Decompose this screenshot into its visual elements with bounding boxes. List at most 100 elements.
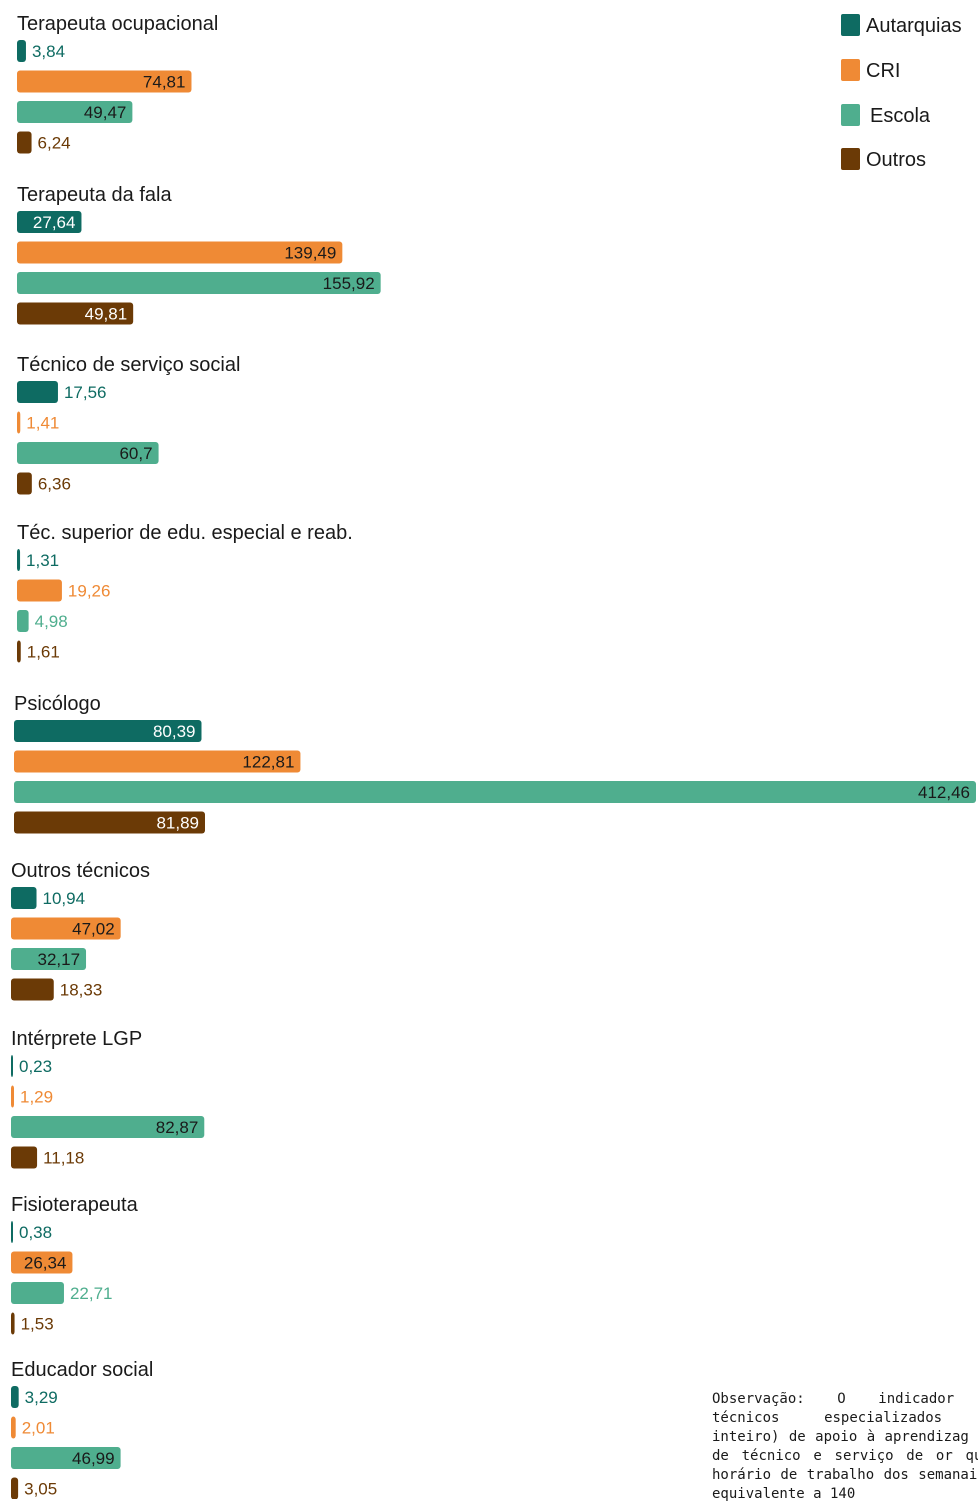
bar <box>17 442 159 464</box>
group-label: Terapeuta ocupacional <box>17 13 218 35</box>
bar-group: Intérprete LGP 0,23 1,29 82,87 11,18 <box>11 1028 205 1169</box>
legend-swatch <box>841 104 860 126</box>
data-label: 46,99 <box>72 1449 115 1468</box>
data-label: 412,46 <box>918 783 970 802</box>
data-label: 1,41 <box>26 414 59 433</box>
bar <box>11 1055 13 1077</box>
data-label: 82,87 <box>156 1118 199 1137</box>
data-label: 74,81 <box>143 73 186 92</box>
bar-groups: Terapeuta ocupacional3,8474,8149,476,24T… <box>11 13 976 1499</box>
data-label: 3,05 <box>24 1480 57 1499</box>
group-label: Intérprete LGP <box>11 1028 142 1050</box>
legend-label: Escola <box>870 105 931 127</box>
data-label: 22,71 <box>70 1284 113 1303</box>
data-label: 60,7 <box>119 444 152 463</box>
legend-label: Autarquias <box>866 15 962 37</box>
bar <box>17 70 192 93</box>
bar-group: Psicólogo 80,39 122,81 412,46 81,89 <box>14 693 976 834</box>
data-label: 26,34 <box>24 1254 67 1273</box>
bar <box>11 1386 19 1408</box>
data-label: 2,01 <box>22 1419 55 1438</box>
bar <box>11 1116 205 1138</box>
bar <box>11 1085 15 1108</box>
legend-label: CRI <box>866 60 900 82</box>
bar <box>11 1312 15 1335</box>
group-label: Téc. superior de edu. especial e reab. <box>17 522 353 544</box>
bar <box>17 131 32 154</box>
bar <box>17 272 381 294</box>
data-label: 27,64 <box>33 213 76 232</box>
bar <box>11 1282 64 1304</box>
bar <box>11 1447 121 1469</box>
bar <box>11 978 54 1001</box>
data-label: 1,53 <box>21 1315 54 1334</box>
bar <box>17 381 58 403</box>
bar <box>17 40 26 62</box>
bar <box>11 917 121 940</box>
data-label: 6,36 <box>38 475 71 494</box>
bar <box>11 1477 19 1499</box>
legend-label: Outros <box>866 149 926 171</box>
data-label: 19,26 <box>68 582 111 601</box>
group-label: Educador social <box>11 1359 153 1381</box>
group-label: Fisioterapeuta <box>11 1194 139 1216</box>
group-label: Psicólogo <box>14 693 101 715</box>
data-label: 11,18 <box>43 1149 84 1168</box>
group-label: Técnico de serviço social <box>17 354 240 376</box>
bar <box>11 1221 13 1243</box>
group-label: Outros técnicos <box>11 860 150 882</box>
legend-swatch <box>841 59 860 81</box>
group-label: Terapeuta da fala <box>17 184 172 206</box>
bar <box>14 750 301 773</box>
bar-group: Terapeuta ocupacional 3,84 74,81 49,47 6,24 <box>17 13 218 154</box>
bar <box>11 948 87 970</box>
bar <box>11 887 37 909</box>
data-label: 49,81 <box>85 305 128 324</box>
data-label: 4,98 <box>35 612 68 631</box>
bar <box>17 549 21 571</box>
bar <box>17 211 82 233</box>
bar <box>17 411 21 434</box>
data-label: 49,47 <box>84 103 127 122</box>
bar <box>17 610 29 632</box>
observation-note: Observação: O indicador rep técnicos esp… <box>712 1391 978 1502</box>
bar <box>17 241 343 264</box>
bar <box>14 811 205 834</box>
bar <box>11 1251 73 1274</box>
bar <box>14 781 976 803</box>
data-label: 17,56 <box>64 383 107 402</box>
bar <box>17 579 62 602</box>
data-label: 6,24 <box>38 134 71 153</box>
bar-group: Técnico de serviço social 17,56 1,41 60,7 6,… <box>17 354 240 495</box>
data-label: 122,81 <box>242 753 294 772</box>
bar-group: Educador social 3,29 2,01 46,99 3,05 <box>11 1359 153 1499</box>
data-label: 18,33 <box>60 981 103 1000</box>
data-label: 32,17 <box>37 950 80 969</box>
legend: Autarquias CRI Escola Outros <box>841 14 962 171</box>
data-label: 81,89 <box>156 814 199 833</box>
data-label: 0,38 <box>19 1223 52 1242</box>
data-label: 1,31 <box>26 551 59 570</box>
bar <box>17 302 134 325</box>
legend-swatch <box>841 148 860 170</box>
data-label: 1,29 <box>20 1088 53 1107</box>
bar-group: Téc. superior de edu. especial e reab. 1,… <box>17 522 353 663</box>
data-label: 3,84 <box>32 42 65 61</box>
data-label: 47,02 <box>72 920 115 939</box>
data-label: 3,29 <box>25 1388 58 1407</box>
data-label: 139,49 <box>284 244 336 263</box>
data-label: 155,92 <box>323 274 375 293</box>
bar <box>11 1416 16 1439</box>
bar <box>17 640 21 663</box>
data-label: 0,23 <box>19 1057 52 1076</box>
bar <box>17 101 133 123</box>
bar-group: Terapeuta da fala 27,64 139,49 155,92 49,81 <box>17 184 381 325</box>
data-label: 1,61 <box>27 643 60 662</box>
data-label: 80,39 <box>153 722 196 741</box>
legend-swatch <box>841 14 860 36</box>
bar <box>17 472 32 495</box>
bar <box>11 1146 38 1169</box>
bar-group: Outros técnicos 10,94 47,02 32,17 18,33 <box>11 860 150 1001</box>
data-label: 10,94 <box>43 889 86 908</box>
